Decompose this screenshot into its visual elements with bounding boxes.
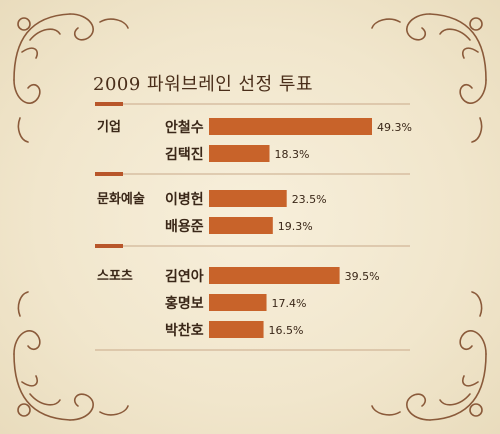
bar-name-label: 김연아 <box>165 268 204 285</box>
separator-accent <box>95 244 123 248</box>
corner-ornament-bottom-right <box>371 291 487 421</box>
corner-ornament-top-right <box>371 13 487 143</box>
bar-value-label: 16.5% <box>269 324 304 337</box>
category-label: 스포츠 <box>97 269 133 284</box>
bar-value-label: 17.4% <box>272 297 307 310</box>
bar-value-label: 23.5% <box>292 193 327 206</box>
bar-value-label: 39.5% <box>345 270 380 283</box>
bar-name-label: 박찬호 <box>165 322 204 339</box>
bar <box>209 118 372 135</box>
corner-ornament-bottom-left <box>13 291 129 421</box>
bar-name-label: 배용준 <box>165 219 204 235</box>
category-label: 문화예술 <box>97 191 145 207</box>
bar <box>209 217 273 234</box>
bar-value-label: 18.3% <box>275 148 310 161</box>
bar-name-label: 안철수 <box>165 119 204 136</box>
bar <box>209 294 267 311</box>
bar <box>209 190 287 207</box>
bar-name-label: 홍명보 <box>165 295 204 312</box>
bar-name-label: 이병헌 <box>165 191 204 208</box>
category-label: 기업 <box>97 120 121 135</box>
bar-name-label: 김택진 <box>165 146 204 163</box>
bar <box>209 321 264 338</box>
bar <box>209 267 340 284</box>
separator-accent <box>95 102 123 106</box>
bar <box>209 145 270 162</box>
bar-value-label: 19.3% <box>278 220 313 233</box>
corner-ornament-top-left <box>13 13 129 143</box>
bar-value-label: 49.3% <box>377 121 412 134</box>
chart-title: 2009 파워브레인 선정 투표 <box>93 74 314 95</box>
separator-accent <box>95 172 123 176</box>
